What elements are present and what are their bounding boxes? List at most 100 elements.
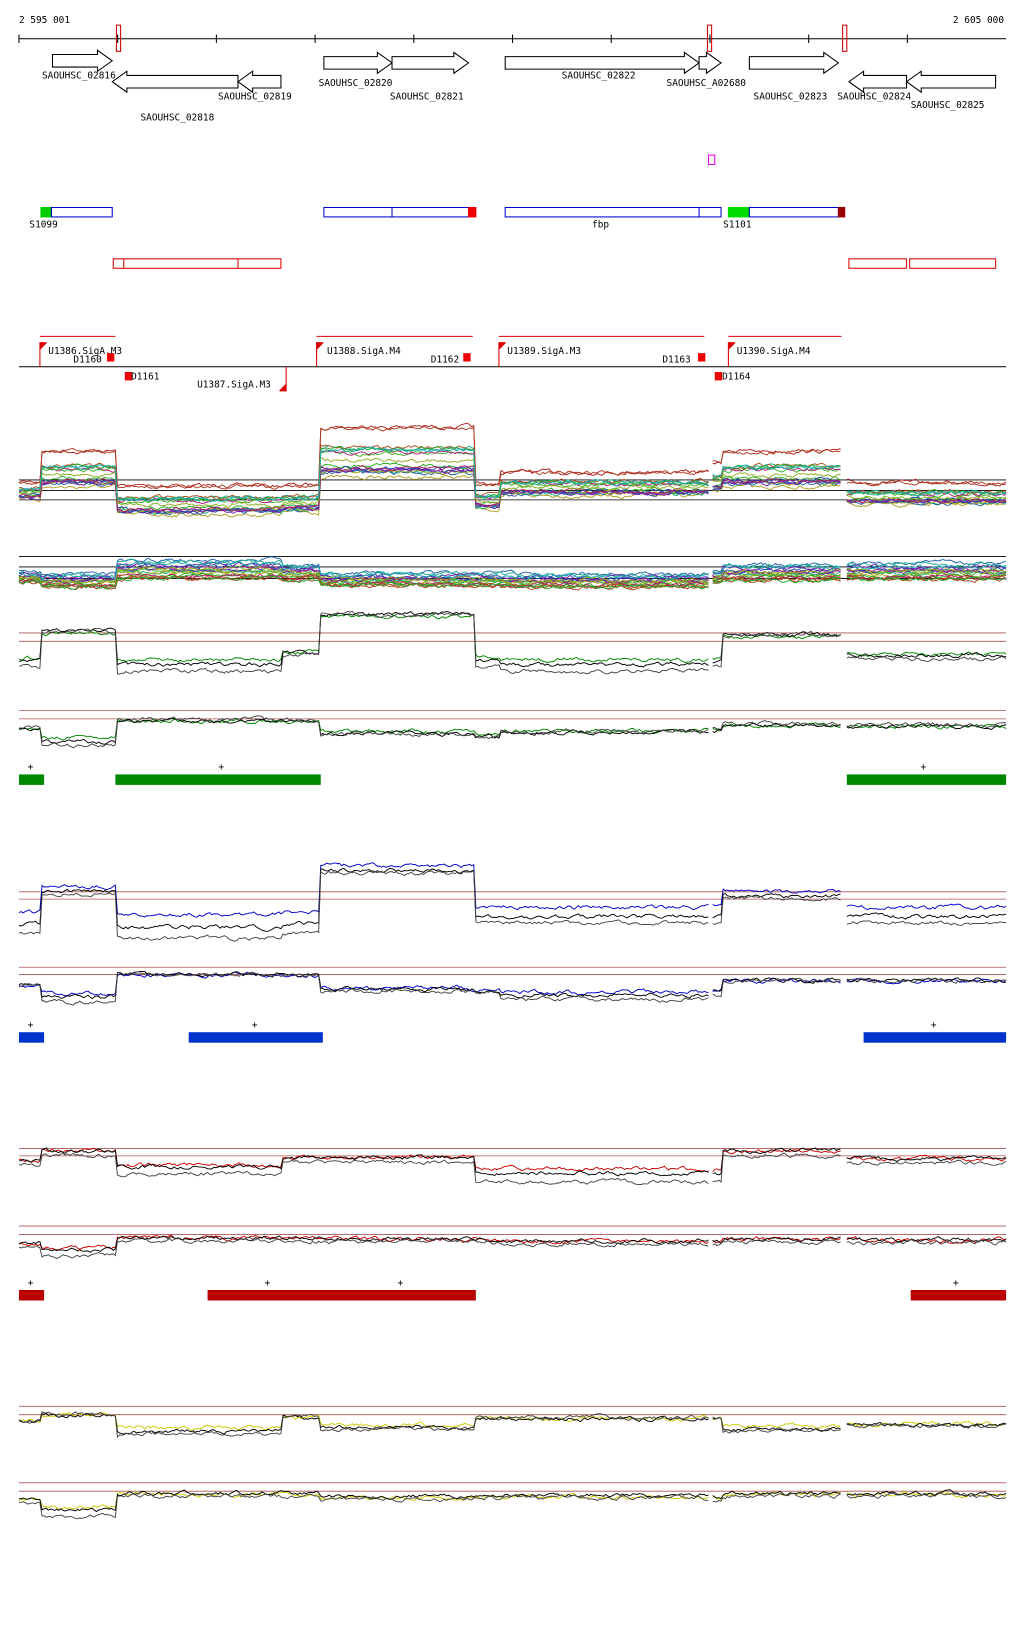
signal-trace bbox=[18, 613, 709, 664]
promoter-label: U1390.SigA.M4 bbox=[737, 346, 811, 357]
promoter-label: U1389.SigA.M3 bbox=[507, 346, 581, 357]
signal-trace bbox=[846, 576, 1007, 582]
signal-trace bbox=[18, 446, 709, 503]
ruler-marker bbox=[842, 24, 848, 52]
segment bbox=[40, 206, 52, 218]
signal-trace bbox=[18, 867, 709, 932]
condition-mark: + bbox=[931, 1020, 937, 1031]
signal-trace bbox=[18, 449, 709, 504]
signal-trace bbox=[18, 1236, 709, 1259]
terminator bbox=[463, 353, 471, 362]
signal-trace bbox=[846, 1159, 1007, 1166]
signal-trace bbox=[18, 565, 709, 584]
signal-trace bbox=[18, 1147, 709, 1177]
condition-mark: + bbox=[28, 1020, 34, 1031]
condition-bar bbox=[207, 1289, 476, 1301]
signal-trace bbox=[712, 448, 841, 465]
signal-trace bbox=[846, 490, 1007, 498]
signal-trace bbox=[18, 425, 709, 490]
signal-trace bbox=[846, 498, 1007, 505]
gene-label: SAOUHSC_02824 bbox=[837, 92, 911, 103]
segment bbox=[748, 206, 839, 218]
signal-trace bbox=[712, 574, 841, 582]
segment-label: fbp bbox=[592, 219, 609, 230]
gene-arrow bbox=[111, 70, 239, 94]
signal-trace bbox=[18, 570, 709, 587]
condition-bar bbox=[115, 774, 321, 785]
terminator-label: D1160 bbox=[73, 355, 102, 366]
signal-trace bbox=[846, 1422, 1007, 1429]
red-box bbox=[909, 258, 997, 269]
signal-trace bbox=[846, 977, 1007, 984]
signal-trace bbox=[846, 494, 1007, 501]
signal-trace bbox=[18, 1412, 709, 1435]
gene-arrow bbox=[905, 70, 997, 94]
signal-trace bbox=[712, 977, 841, 998]
gene-arrow bbox=[391, 51, 470, 75]
condition-mark: + bbox=[398, 1278, 404, 1289]
promoter-flag bbox=[316, 342, 324, 351]
condition-mark: + bbox=[953, 1278, 959, 1289]
gene-label: SAOUHSC_02820 bbox=[319, 78, 393, 89]
signal-trace bbox=[846, 496, 1007, 504]
signal-trace bbox=[712, 564, 841, 575]
signal-trace bbox=[712, 1492, 841, 1503]
signal-trace bbox=[846, 1238, 1007, 1246]
condition-mark: + bbox=[28, 762, 34, 773]
signal-trace bbox=[712, 575, 841, 583]
terminator-label: D1164 bbox=[722, 371, 751, 382]
marker bbox=[707, 154, 716, 166]
signal-trace bbox=[18, 457, 709, 509]
promoter-flag bbox=[498, 342, 507, 351]
signal-trace bbox=[18, 573, 709, 590]
condition-mark: + bbox=[218, 762, 224, 773]
condition-bar bbox=[18, 1032, 45, 1043]
gene-label: SAOUHSC_02825 bbox=[911, 100, 985, 111]
segment bbox=[504, 206, 722, 218]
signal-trace bbox=[846, 480, 1007, 487]
signal-trace bbox=[18, 464, 709, 513]
condition-mark: + bbox=[28, 1278, 34, 1289]
promoter-label: U1386.SigA.M3 bbox=[48, 346, 122, 357]
promoter-flag bbox=[278, 383, 287, 391]
signal-trace bbox=[18, 560, 709, 581]
gene-arrow bbox=[323, 51, 393, 75]
signal-trace bbox=[712, 720, 841, 730]
signal-trace bbox=[712, 478, 841, 490]
segment bbox=[323, 206, 470, 218]
signal-trace bbox=[18, 422, 709, 490]
signal-trace bbox=[18, 474, 709, 518]
signal-trace bbox=[846, 489, 1007, 497]
signal-trace bbox=[18, 1411, 709, 1439]
signal-trace bbox=[846, 723, 1007, 731]
segment-label: S1101 bbox=[723, 219, 752, 230]
signal-trace bbox=[846, 652, 1007, 659]
signal-trace bbox=[18, 558, 709, 579]
signal-trace bbox=[712, 464, 841, 479]
condition-mark: + bbox=[264, 1278, 270, 1289]
gene-label: SAOUHSC_A02680 bbox=[667, 78, 747, 89]
signal-trace bbox=[846, 1155, 1007, 1162]
signal-trace bbox=[712, 893, 841, 919]
signal-trace bbox=[18, 1235, 709, 1253]
promoter-flag bbox=[39, 342, 48, 351]
condition-bar bbox=[188, 1032, 323, 1043]
signal-trace bbox=[712, 1236, 841, 1244]
terminator bbox=[714, 372, 723, 381]
gene-arrow bbox=[504, 51, 700, 75]
segment bbox=[837, 206, 846, 218]
promoter-flag bbox=[728, 342, 736, 351]
signal-trace bbox=[846, 568, 1007, 575]
signal-trace bbox=[846, 978, 1007, 985]
promoter-label: U1388.SigA.M4 bbox=[327, 346, 401, 357]
signal-trace bbox=[712, 888, 841, 906]
coord-end: 2 605 000 bbox=[953, 15, 1004, 26]
signal-trace bbox=[712, 1416, 841, 1434]
condition-mark: + bbox=[252, 1020, 258, 1031]
signal-trace bbox=[712, 1416, 841, 1429]
signal-trace bbox=[18, 1493, 709, 1520]
condition-bar bbox=[18, 774, 45, 785]
gene-arrow bbox=[51, 49, 114, 73]
